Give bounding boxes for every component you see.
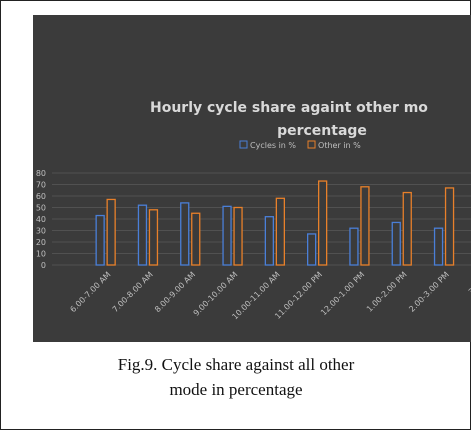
legend-label: Cycles in % — [250, 141, 296, 150]
chart-title: Hourly cycle share againt other mo — [150, 100, 428, 116]
chart-area — [33, 15, 471, 342]
bar — [233, 206, 243, 266]
bar — [95, 214, 105, 266]
bar — [433, 227, 444, 266]
bar — [148, 209, 159, 266]
y-tick-label: 20 — [36, 238, 46, 247]
y-tick-label: 60 — [36, 192, 46, 201]
bar — [222, 205, 232, 266]
bar — [275, 197, 286, 266]
bar — [137, 204, 148, 266]
bar — [306, 233, 317, 266]
bar — [349, 227, 359, 266]
bar — [391, 221, 401, 266]
bar — [264, 216, 275, 266]
bar — [444, 187, 455, 266]
bar — [180, 202, 190, 266]
bar — [317, 180, 328, 266]
legend-swatch — [307, 140, 316, 149]
y-tick-label: 30 — [36, 227, 46, 236]
y-tick-label: 80 — [36, 169, 46, 178]
y-tick-label: 10 — [36, 250, 46, 259]
y-tick-label: 40 — [36, 215, 46, 224]
caption: mode in percentage — [169, 380, 302, 399]
bar — [106, 198, 116, 266]
legend-swatch — [239, 140, 248, 149]
caption: Fig.9. Cycle share against all other — [118, 355, 355, 374]
legend-label: Other in % — [318, 141, 361, 150]
y-tick-label: 70 — [36, 181, 46, 190]
y-tick-label: 50 — [36, 204, 46, 213]
bar — [360, 186, 370, 266]
bar — [402, 191, 412, 266]
bar — [191, 212, 201, 266]
chart-title: percentage — [277, 123, 367, 139]
y-tick-label: 0 — [41, 261, 46, 270]
